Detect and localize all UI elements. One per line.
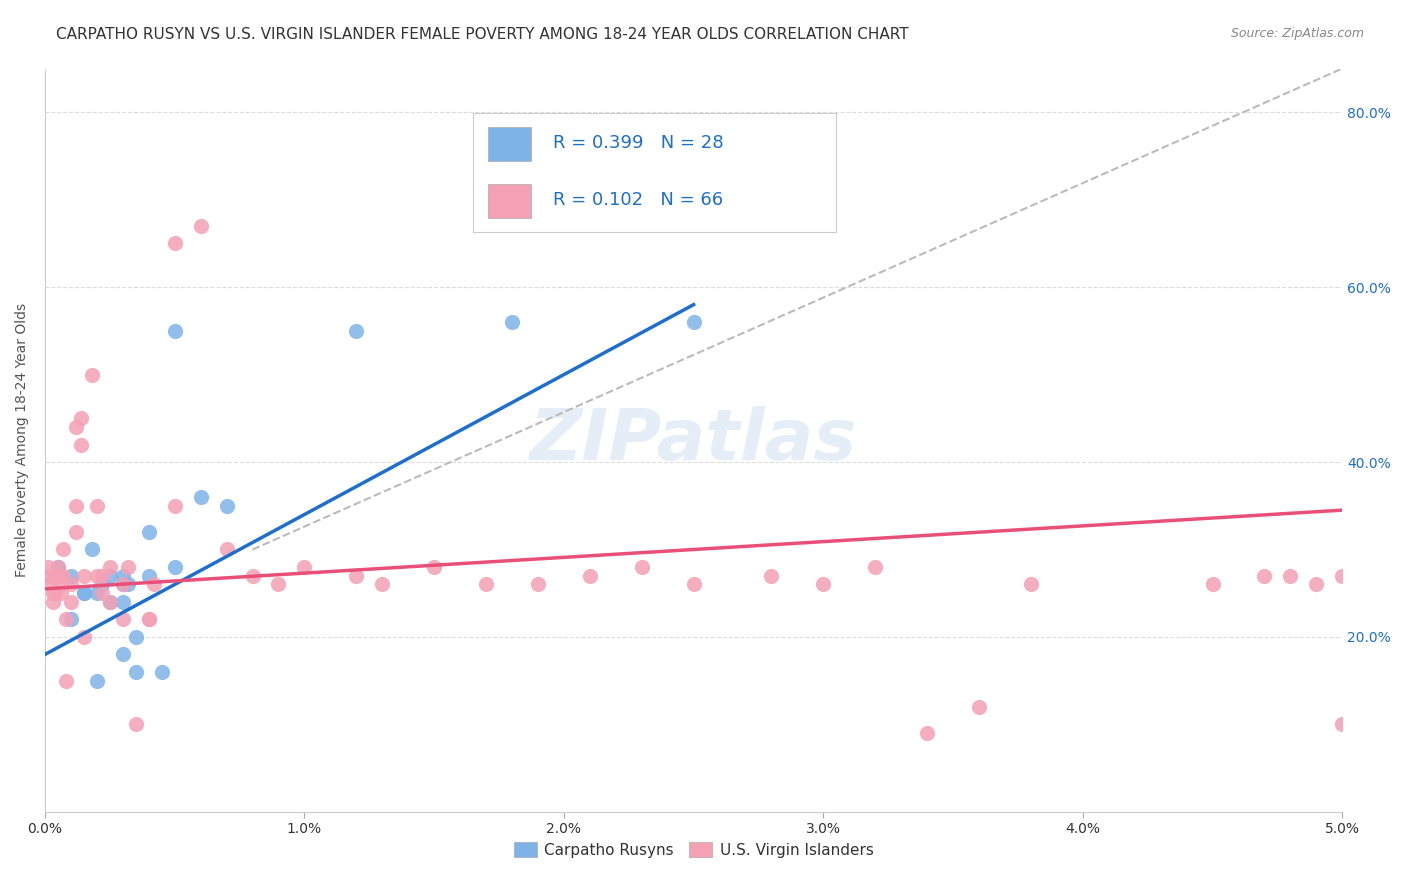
Point (59, 595, 82, 609)
Point (344, 324, 367, 338)
Text: CARPATHO RUSYN VS U.S. VIRGIN ISLANDER FEMALE POVERTY AMONG 18-24 YEAR OLDS CORR: CARPATHO RUSYN VS U.S. VIRGIN ISLANDER F… (56, 27, 908, 42)
Point (423, 560, 446, 574)
Point (55, 612, 77, 626)
Point (1331, 568, 1354, 582)
Point (125, 665, 148, 679)
Point (65, 499, 87, 513)
Legend: Carpatho Rusyns, U.S. Virgin Islanders: Carpatho Rusyns, U.S. Virgin Islanders (508, 836, 880, 863)
Point (111, 577, 134, 591)
Point (65, 524, 87, 539)
Point (59, 568, 82, 582)
Point (98, 595, 121, 609)
Point (52, 568, 75, 582)
Point (1253, 568, 1275, 582)
Point (190, 490, 212, 504)
Point (49, 586, 72, 600)
Text: ZIPatlas: ZIPatlas (530, 406, 858, 475)
Point (682, 577, 704, 591)
Point (86, 586, 108, 600)
Point (150, 665, 173, 679)
Point (138, 524, 160, 539)
Point (44, 586, 66, 600)
Point (39, 568, 62, 582)
Text: Source: ZipAtlas.com: Source: ZipAtlas.com (1230, 27, 1364, 40)
Point (111, 648, 134, 662)
Point (813, 577, 835, 591)
Point (215, 499, 238, 513)
Point (117, 560, 139, 574)
Point (215, 542, 238, 557)
Point (163, 499, 186, 513)
Point (125, 717, 148, 731)
Point (52, 542, 75, 557)
Point (1201, 577, 1223, 591)
Point (1019, 577, 1042, 591)
Point (44, 568, 66, 582)
Point (111, 595, 134, 609)
Point (91, 577, 114, 591)
Point (80, 542, 103, 557)
Point (37, 560, 59, 574)
Point (761, 568, 783, 582)
Point (42, 595, 65, 609)
Point (682, 315, 704, 329)
Point (371, 577, 394, 591)
Point (163, 560, 186, 574)
Point (70, 437, 93, 451)
Point (1357, 717, 1379, 731)
Point (111, 577, 134, 591)
Point (42, 586, 65, 600)
Point (1279, 568, 1302, 582)
Point (73, 586, 96, 600)
Y-axis label: Female Poverty Among 18-24 Year Olds: Female Poverty Among 18-24 Year Olds (15, 303, 30, 577)
Point (98, 595, 121, 609)
Point (55, 673, 77, 688)
Point (46, 560, 69, 574)
Point (91, 586, 114, 600)
Point (527, 577, 550, 591)
Point (70, 411, 93, 425)
Point (138, 612, 160, 626)
Point (117, 577, 139, 591)
Point (73, 586, 96, 600)
Point (73, 568, 96, 582)
Point (1331, 717, 1354, 731)
Point (1305, 577, 1327, 591)
Point (865, 560, 887, 574)
Point (242, 568, 264, 582)
Point (98, 560, 121, 574)
Point (579, 568, 602, 582)
Point (630, 560, 652, 574)
Point (111, 612, 134, 626)
Point (49, 577, 72, 591)
Point (163, 324, 186, 338)
Point (111, 568, 134, 582)
Point (125, 630, 148, 644)
Point (46, 560, 69, 574)
Point (39, 577, 62, 591)
Point (98, 568, 121, 582)
Point (65, 420, 87, 434)
Point (86, 568, 108, 582)
Point (59, 612, 82, 626)
Point (967, 700, 990, 714)
Point (86, 673, 108, 688)
Point (46, 568, 69, 582)
Point (86, 499, 108, 513)
Point (138, 612, 160, 626)
Point (190, 219, 212, 233)
Point (80, 368, 103, 382)
Point (91, 568, 114, 582)
Point (501, 315, 523, 329)
Point (475, 577, 498, 591)
Point (344, 568, 367, 582)
Point (59, 577, 82, 591)
Point (294, 560, 316, 574)
Point (267, 577, 290, 591)
Point (163, 236, 186, 251)
Point (138, 568, 160, 582)
Point (915, 726, 938, 740)
Point (73, 630, 96, 644)
Point (142, 577, 165, 591)
